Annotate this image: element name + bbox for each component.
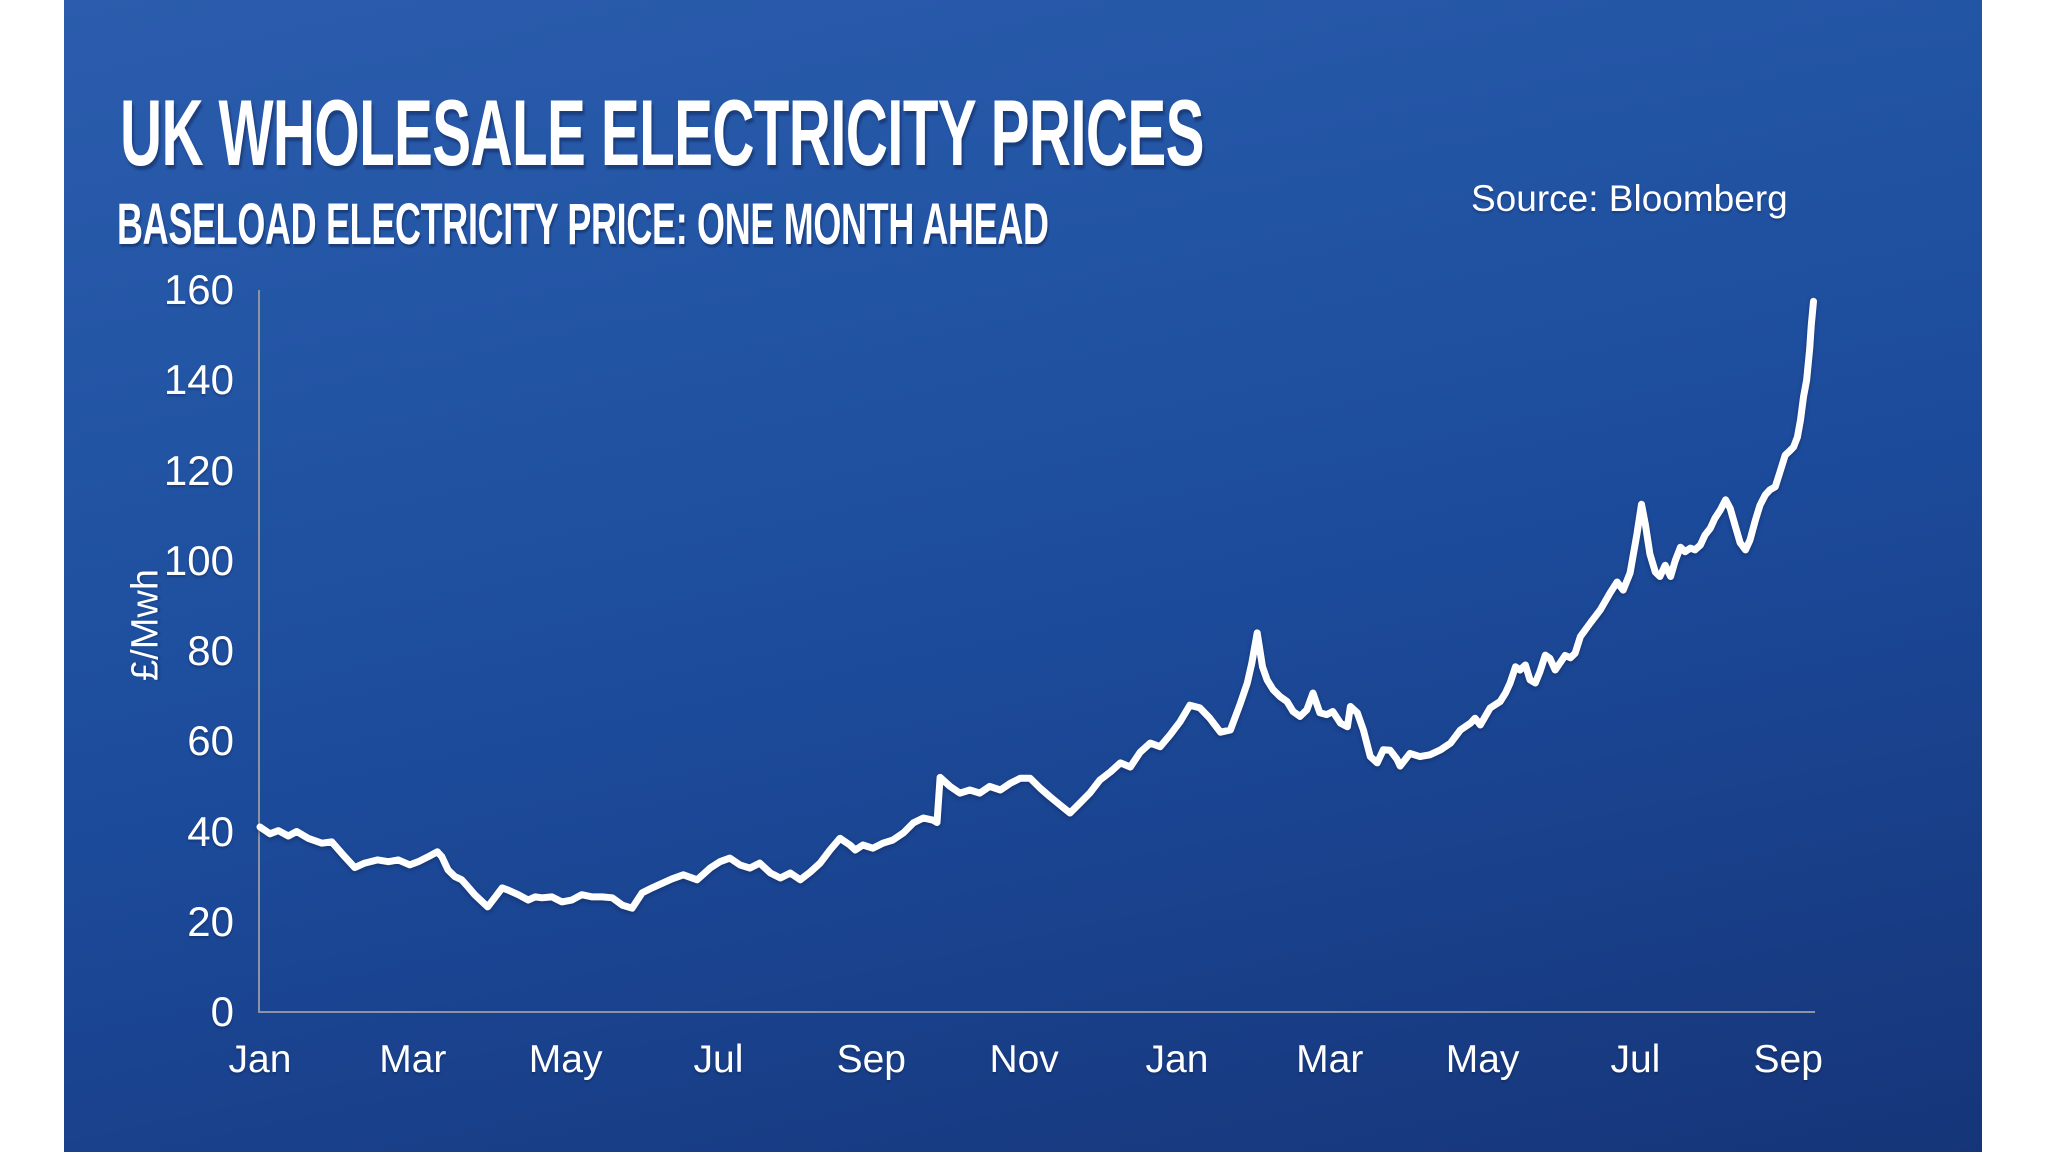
price-line-svg: [256, 297, 1817, 912]
chart-panel: UK WHOLESALE ELECTRICITY PRICES BASELOAD…: [64, 0, 1982, 1152]
x-tick-label: Sep: [1753, 1038, 1823, 1081]
chart-subtitle: BASELOAD ELECTRICITY PRICE: ONE MONTH AH…: [117, 192, 1049, 257]
x-tick-label: Jan: [1145, 1038, 1209, 1081]
y-tick-label: 100: [163, 536, 234, 584]
y-tick-label: 80: [187, 627, 234, 674]
x-tick-label: Sep: [836, 1038, 906, 1081]
y-tick-label: 160: [163, 266, 234, 313]
chart-title: UK WHOLESALE ELECTRICITY PRICES: [120, 80, 1204, 185]
y-tick-label: 20: [187, 897, 234, 945]
x-tick-label: May: [1445, 1038, 1520, 1081]
price-line: [256, 297, 1817, 912]
x-tick-label: Nov: [989, 1038, 1059, 1081]
x-tick-label: Mar: [379, 1038, 447, 1081]
y-tick-label: 140: [163, 356, 234, 404]
x-tick-label: Jul: [693, 1038, 744, 1081]
source-credit: Source: Bloomberg: [1471, 178, 1788, 219]
y-tick-label: 60: [187, 717, 234, 765]
x-tick-label: Jul: [1610, 1038, 1661, 1081]
y-tick-label: 40: [187, 807, 234, 855]
y-tick-label: 120: [163, 446, 234, 494]
x-tick-label: May: [528, 1038, 603, 1081]
x-tick-label: Mar: [1296, 1038, 1364, 1081]
y-axis-line: [258, 290, 260, 1013]
y-tick-label: 0: [210, 988, 234, 1035]
x-axis-line: [258, 1011, 1815, 1013]
x-tick-label: Jan: [228, 1038, 292, 1081]
